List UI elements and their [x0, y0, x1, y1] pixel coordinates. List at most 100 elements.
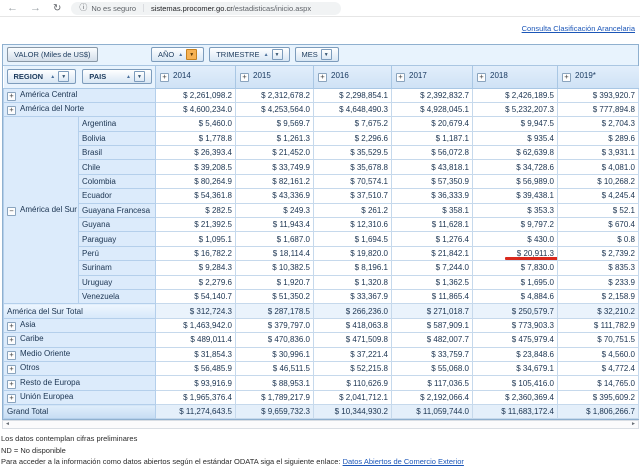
footnote-line: Los datos contemplan cifras preliminares	[1, 434, 138, 443]
region-cell[interactable]: + América del Norte	[3, 101, 156, 118]
table-row: + América del Norte $ 4,600,234.0 $ 4,253,5…	[3, 101, 639, 118]
region-cell[interactable]: + Otros	[3, 360, 156, 377]
datos-abiertos-link[interactable]: Datos Abiertos de Comercio Exterior	[342, 457, 464, 466]
year-label: 2018	[490, 71, 508, 81]
value-cell: $ 11,059,744.0	[391, 404, 473, 420]
expand-icon[interactable]: +	[7, 91, 16, 101]
region-cell[interactable]: + Caribe	[3, 332, 156, 348]
value-cell: $ 4,081.0	[557, 159, 639, 175]
country-cell: Surinam	[78, 260, 156, 276]
field-button-ano[interactable]: AÑO ▲ ▼	[151, 47, 205, 62]
region-cell[interactable]: + América Central	[3, 87, 156, 103]
value-cell: $ 82,161.2	[235, 173, 314, 190]
year-column-header[interactable]: +2015	[235, 66, 314, 89]
value-cell: $ 43,336.9	[235, 188, 314, 204]
value-cell: $ 4,928,045.1	[391, 101, 473, 118]
region-cell[interactable]: − América del Sur	[3, 116, 79, 305]
value-cell: $ 39,208.5	[155, 159, 236, 175]
address-bar[interactable]: ⓘ No es seguro sistemas.procomer.go.cr/e…	[71, 1, 342, 15]
value-cell: $ 489,011.4	[155, 332, 236, 348]
field-button-region[interactable]: REGION ▲ ▼	[6, 69, 77, 85]
value-cell: $ 33,749.9	[235, 159, 314, 175]
scroll-right-icon[interactable]: ►	[631, 421, 636, 427]
value-cell: $ 10,268.2	[557, 173, 639, 190]
expand-icon[interactable]: +	[318, 73, 327, 83]
field-label: AÑO	[158, 50, 175, 59]
region-cell[interactable]: + Resto de Europa	[3, 375, 156, 391]
year-column-header[interactable]: +2016	[313, 66, 392, 89]
info-icon[interactable]: ⓘ	[79, 3, 88, 12]
horizontal-scrollbar[interactable]: ◄ ►	[2, 420, 639, 429]
value-cell: $ 2,704.3	[557, 116, 639, 132]
filter-dropdown-icon[interactable]: ▼	[58, 71, 70, 83]
value-cell: $ 56,485.9	[155, 360, 236, 377]
region-cell[interactable]: + Asia	[3, 317, 156, 334]
value-cell: $ 1,806,266.7	[557, 404, 639, 420]
value-cell: $ 34,679.1	[472, 360, 558, 377]
expand-icon[interactable]: +	[562, 73, 571, 83]
country-cell: Brasil	[78, 145, 156, 161]
value-cell: $ 21,452.0	[235, 145, 314, 161]
value-cell: $ 2,279.6	[155, 274, 236, 290]
table-row: Surinam $ 9,284.3 $ 10,382.5 $ 8,196.1 $ 7,2…	[4, 260, 639, 276]
value-cell: $ 1,695.0	[472, 274, 558, 290]
value-cell: $ 93,916.9	[155, 375, 236, 391]
value-cell: $ 266,236.0	[313, 303, 392, 319]
scroll-left-icon[interactable]: ◄	[5, 421, 10, 427]
expand-icon[interactable]: +	[7, 365, 16, 375]
year-column-header[interactable]: +2018	[472, 66, 558, 89]
value-cell: $ 1,687.0	[235, 231, 314, 247]
value-cell: $ 110,626.9	[313, 375, 392, 391]
expand-icon[interactable]: +	[7, 350, 16, 360]
security-label: No es seguro	[91, 3, 136, 13]
value-cell: $ 395,609.2	[557, 389, 639, 406]
table-row: Guayana Francesa $ 282.5 $ 249.3 $ 261.2 $ 3…	[4, 202, 639, 219]
field-button-mes[interactable]: MES ▼	[294, 47, 339, 62]
footnote-line: Para acceder a la información como datos…	[1, 456, 464, 468]
value-cell: $ 670.4	[557, 217, 639, 233]
value-cell: $ 482,007.7	[391, 332, 473, 348]
region-cell[interactable]: + Medio Oriente	[3, 346, 156, 362]
value-cell: $ 52.1	[557, 202, 639, 219]
value-cell: $ 56,072.8	[391, 145, 473, 161]
field-button-pais[interactable]: PAIS ▲ ▼	[82, 69, 152, 85]
expand-icon[interactable]: +	[7, 379, 16, 389]
expand-icon[interactable]: +	[240, 73, 249, 83]
year-column-header[interactable]: +2019*	[557, 66, 639, 89]
expand-icon[interactable]: −	[7, 206, 16, 216]
filter-dropdown-icon[interactable]: ▼	[320, 49, 332, 60]
expand-icon[interactable]: +	[7, 106, 16, 116]
filter-dropdown-icon[interactable]: ▼	[186, 49, 198, 60]
field-label: REGION	[13, 72, 44, 82]
value-cell: $ 4,884.6	[472, 288, 558, 305]
consulta-clasificacion-link[interactable]: Consulta Clasificación Arancelaria	[521, 24, 635, 33]
year-label: 2016	[331, 71, 349, 81]
value-cell: $ 70,574.1	[313, 173, 392, 190]
forward-icon[interactable]: →	[30, 1, 41, 14]
expand-icon[interactable]: +	[7, 393, 16, 403]
table-row: Guyana $ 21,392.5 $ 11,943.4 $ 12,310.6 $ 11…	[4, 217, 639, 233]
value-cell: $ 105,416.0	[472, 375, 558, 391]
expand-icon[interactable]: +	[477, 73, 486, 83]
value-cell: $ 287,178.5	[235, 303, 314, 319]
field-button-trimestre[interactable]: TRIMESTRE ▲ ▼	[209, 47, 290, 62]
expand-icon[interactable]: +	[160, 73, 169, 83]
year-column-header[interactable]: +2017	[391, 66, 473, 89]
year-column-header[interactable]: +2014	[155, 66, 236, 89]
region-label: América Central	[20, 89, 78, 99]
valor-measure-button[interactable]: VALOR (Miles de US$)	[7, 47, 98, 62]
back-icon[interactable]: ←	[7, 1, 18, 14]
filter-dropdown-icon[interactable]: ▼	[271, 49, 283, 60]
total-label-cell: Grand Total	[3, 404, 156, 420]
region-cell[interactable]: + Unión Europea	[3, 389, 156, 406]
expand-icon[interactable]: +	[7, 336, 16, 346]
year-label: 2017	[409, 71, 427, 81]
field-label: PAIS	[89, 72, 107, 82]
value-cell: $ 80,264.9	[155, 173, 236, 190]
value-cell: $ 271,018.7	[391, 303, 473, 319]
value-cell: $ 2,739.2	[557, 245, 639, 262]
reload-icon[interactable]: ↻	[53, 2, 62, 14]
expand-icon[interactable]: +	[396, 73, 405, 83]
expand-icon[interactable]: +	[7, 321, 16, 331]
filter-dropdown-icon[interactable]: ▼	[134, 71, 145, 83]
